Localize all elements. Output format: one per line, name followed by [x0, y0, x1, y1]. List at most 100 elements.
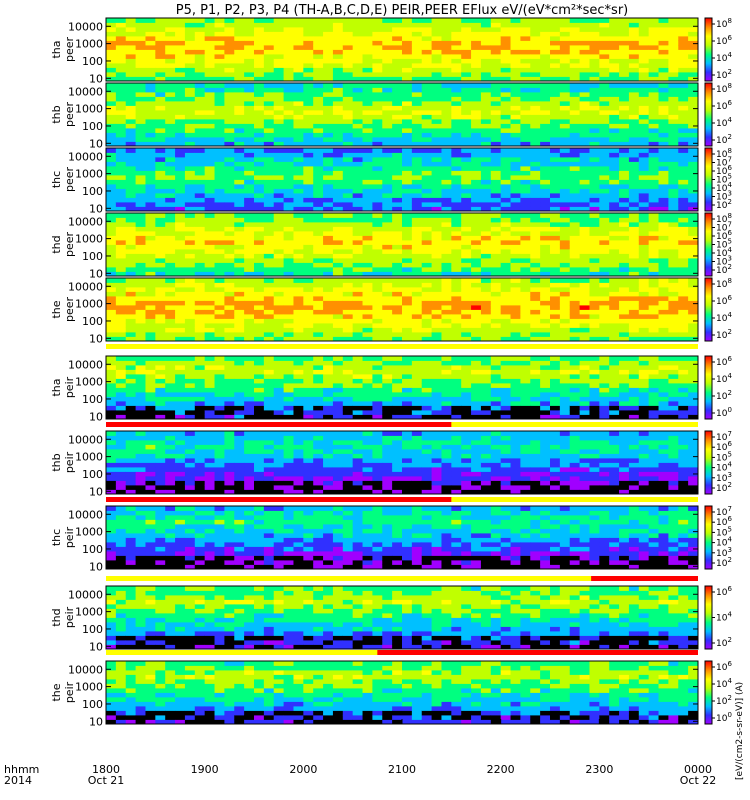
spectrogram-cell: [609, 262, 620, 268]
spectrogram-cell: [175, 231, 186, 236]
spectrogram-cell: [638, 253, 650, 259]
spectrogram-cell: [569, 148, 580, 153]
spectrogram-cell: [283, 31, 294, 37]
spectrogram-cell: [510, 175, 521, 180]
spectrogram-cell: [106, 170, 117, 176]
spectrogram-cell: [382, 157, 393, 162]
spectrogram-cell: [411, 305, 423, 310]
spectrogram-cell: [490, 235, 502, 241]
spectrogram-cell: [214, 282, 225, 288]
spectrogram-cell: [569, 202, 580, 207]
spectrogram-cell: [125, 244, 136, 250]
spectrogram-cell: [628, 87, 640, 93]
colorbar-tick-label: 102: [716, 328, 732, 341]
spectrogram-cell: [115, 197, 127, 203]
spectrogram-cell: [106, 22, 117, 28]
spectrogram-cell: [471, 226, 482, 232]
spectrogram-cell: [145, 110, 156, 115]
spectrogram-cell: [224, 360, 235, 366]
spectrogram-cell: [115, 327, 127, 333]
spectrogram-cell: [323, 262, 334, 268]
spectrogram-cell: [303, 267, 314, 272]
spectrogram-cell: [115, 323, 127, 328]
spectrogram-cell: [411, 262, 423, 268]
spectrogram-cell: [224, 305, 235, 310]
spectrogram-cell: [668, 253, 679, 259]
spectrogram-cell: [382, 378, 393, 384]
spectrogram-cell: [135, 369, 146, 375]
spectrogram-cell: [648, 271, 659, 277]
spectrogram-cell: [303, 305, 314, 310]
spectrogram-cell: [619, 45, 630, 50]
spectrogram-cell: [332, 87, 344, 93]
spectrogram-cell: [500, 45, 511, 50]
spectrogram-cell: [421, 217, 432, 223]
spectrogram-cell: [283, 309, 294, 315]
spectrogram-cell: [372, 414, 383, 420]
spectrogram-cell: [540, 226, 551, 232]
spectrogram-cell: [658, 327, 669, 333]
spectrogram-cell: [688, 137, 699, 142]
spectrogram-cell: [658, 197, 669, 203]
spectrogram-cell: [244, 222, 255, 227]
spectrogram-cell: [293, 123, 304, 129]
spectrogram-cell: [411, 58, 423, 64]
spectrogram-cell: [342, 278, 354, 283]
spectrogram-cell: [421, 58, 432, 64]
spectrogram-cell: [145, 309, 156, 315]
spectrogram-cell: [342, 387, 354, 393]
spectrogram-cell: [303, 332, 314, 337]
spectrogram-cell: [658, 76, 669, 82]
spectrogram-cell: [431, 226, 442, 232]
spectrogram-cell: [628, 278, 640, 283]
spectrogram-cell: [510, 369, 521, 375]
spectrogram-cell: [441, 392, 452, 397]
spectrogram-cell: [283, 392, 294, 397]
spectrogram-cell: [678, 166, 689, 171]
spectrogram-cell: [244, 267, 255, 272]
spectrogram-cell: [125, 179, 136, 185]
spectrogram-cell: [382, 63, 393, 68]
spectrogram-cell: [411, 101, 423, 106]
spectrogram-cell: [471, 235, 482, 241]
spectrogram-cell: [609, 49, 620, 55]
spectrogram-cell: [559, 128, 571, 133]
spectrogram-cell: [214, 267, 225, 272]
spectrogram-cell: [441, 49, 452, 55]
spectrogram-cell: [510, 374, 521, 379]
spectrogram-cell: [184, 54, 196, 59]
spectrogram-cell: [224, 332, 235, 337]
spectrogram-cell: [461, 148, 472, 153]
spectrogram-cell: [204, 110, 215, 115]
spectrogram-cell: [638, 193, 650, 198]
spectrogram-cell: [461, 87, 472, 93]
spectrogram-cell: [402, 36, 413, 41]
spectrogram-cell: [332, 27, 344, 32]
spectrogram-cell: [224, 67, 235, 73]
spectrogram-cell: [106, 258, 117, 263]
spectrogram-cell: [352, 356, 363, 361]
spectrogram-cell: [332, 132, 344, 138]
spectrogram-cell: [510, 105, 521, 111]
spectrogram-cell: [402, 365, 413, 370]
spectrogram-cell: [540, 235, 551, 241]
spectrogram-cell: [461, 202, 472, 207]
spectrogram-cell: [224, 193, 235, 198]
spectrogram-cell: [510, 327, 521, 333]
spectrogram-cell: [106, 271, 117, 277]
spectrogram-cell: [175, 188, 186, 194]
spectrogram-cell: [500, 271, 511, 277]
spectrogram-cell: [283, 63, 294, 68]
spectrogram-cell: [283, 383, 294, 388]
spectrogram-cell: [184, 110, 196, 115]
spectrogram-cell: [106, 244, 117, 250]
spectrogram-cell: [540, 262, 551, 268]
spectrogram-cell: [658, 18, 669, 23]
spectrogram-cell: [323, 141, 334, 147]
spectrogram-cell: [135, 222, 146, 227]
spectrogram-cell: [589, 36, 600, 41]
spectrogram-cell: [332, 314, 344, 319]
spectrogram-cell: [540, 175, 551, 180]
spectrogram-cell: [392, 137, 403, 142]
spectrogram-cell: [441, 258, 452, 263]
